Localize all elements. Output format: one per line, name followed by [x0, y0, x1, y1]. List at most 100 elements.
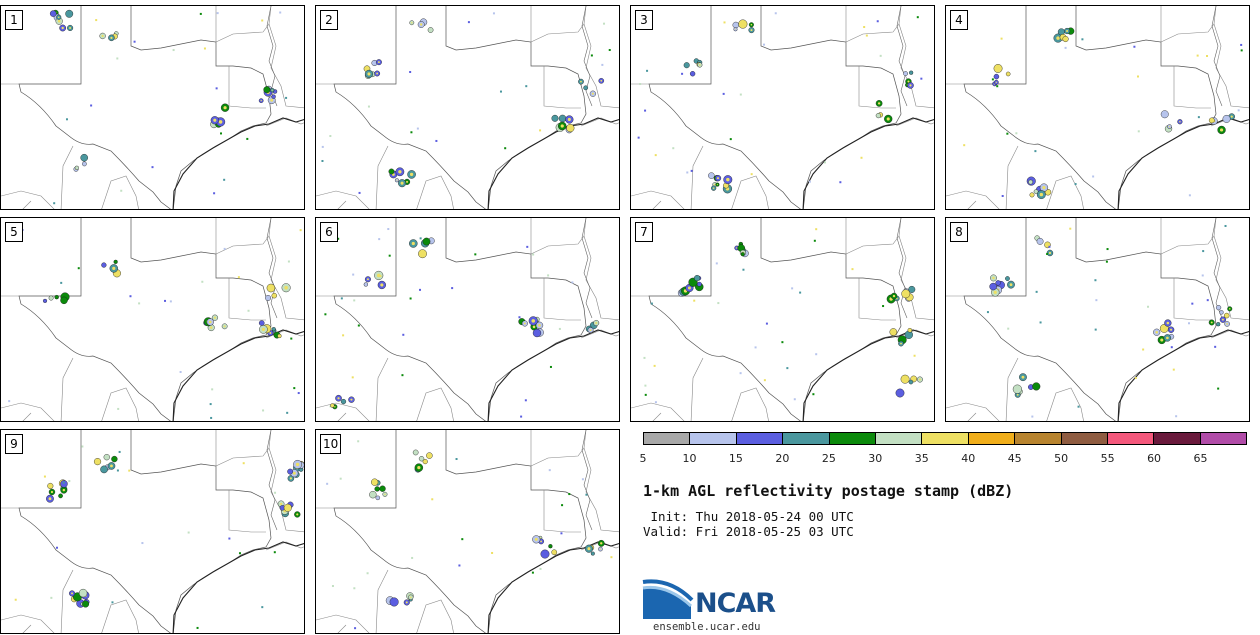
storm-cell: [839, 181, 842, 184]
storm-cell-core: [589, 329, 592, 332]
storm-cell-core: [261, 327, 266, 332]
storm-cell: [1064, 46, 1067, 49]
storm-cell-core: [580, 80, 582, 83]
storm-cell: [389, 597, 399, 607]
state-boundary: [60, 357, 74, 421]
storm-cell-core: [337, 397, 340, 400]
ncar-logo-text: NCAR: [695, 588, 776, 619]
colorbar-segment: [783, 433, 830, 444]
storm-cell: [1175, 415, 1178, 418]
storm-cell: [388, 254, 391, 257]
state-boundary: [1173, 278, 1211, 321]
storm-cell: [321, 159, 324, 162]
storm-cell: [387, 228, 390, 231]
storm-cell: [410, 131, 413, 134]
state-boundary: [1046, 175, 1084, 209]
storm-cell: [815, 228, 818, 231]
storm-cell: [568, 493, 571, 496]
storm-cell-core: [367, 72, 371, 76]
storm-cell-core: [1210, 119, 1213, 122]
coastline: [1117, 329, 1249, 421]
storm-cell: [290, 337, 293, 340]
state-boundary: [583, 447, 619, 533]
storm-cell: [995, 280, 1001, 286]
storm-cell: [379, 275, 382, 278]
storm-cell: [991, 78, 994, 81]
storm-cell: [199, 12, 202, 15]
state-boundary: [375, 569, 389, 633]
storm-cell-core: [110, 36, 113, 39]
storm-cell-core: [223, 106, 227, 110]
colorbar-segment: [1015, 433, 1062, 444]
storm-cell-core: [877, 102, 881, 105]
storm-cell: [1240, 49, 1243, 52]
state-boundary: [898, 235, 934, 321]
storm-cell: [694, 274, 701, 282]
storm-cell: [518, 316, 521, 319]
storm-cell: [265, 295, 272, 301]
storm-cell: [54, 294, 59, 300]
storm-cell-core: [295, 462, 300, 467]
storm-cell: [324, 313, 327, 316]
storm-cell: [299, 229, 302, 232]
storm-cell-core: [591, 92, 594, 95]
postage-stamp-member-8: 8: [945, 217, 1250, 422]
storm-cell: [1105, 260, 1108, 263]
storm-cell: [754, 346, 757, 349]
storm-cell-core: [417, 466, 421, 470]
storm-cell: [1039, 321, 1042, 324]
colorbar-segment: [690, 433, 737, 444]
storm-cell: [100, 465, 108, 474]
storm-cell: [532, 253, 535, 256]
storm-cell: [1201, 274, 1204, 277]
storm-cell: [1012, 384, 1022, 394]
state-boundary: [333, 6, 587, 209]
state-boundary: [731, 387, 769, 421]
storm-cell: [963, 144, 966, 147]
storm-cell-core: [424, 460, 426, 463]
storm-cell-core: [734, 28, 736, 30]
storm-cell: [1092, 175, 1095, 178]
storm-cell: [1237, 109, 1240, 112]
storm-cell: [223, 247, 226, 250]
member-number: 3: [635, 10, 653, 30]
state-boundary: [333, 430, 587, 633]
storm-cell: [101, 262, 107, 268]
storm-cell: [65, 118, 68, 121]
storm-cell: [128, 469, 131, 472]
storm-cell-core: [223, 325, 226, 328]
storm-cell: [427, 27, 434, 33]
state-boundary: [101, 387, 139, 421]
postage-stamp-member-3: 3: [630, 5, 935, 210]
valid-time: Valid: Fri 2018-05-25 03 UTC: [643, 524, 854, 539]
storm-cell-core: [1039, 192, 1044, 197]
base-map: [946, 218, 1249, 421]
storm-cell: [547, 274, 550, 277]
storm-cell: [353, 299, 356, 302]
state-boundary: [268, 235, 304, 321]
storm-cell-core: [736, 247, 738, 249]
storm-cell: [590, 54, 593, 57]
storm-cell-core: [292, 471, 296, 475]
storm-cell: [524, 399, 527, 402]
storm-cell: [223, 178, 226, 181]
colorbar-segment: [1061, 433, 1108, 444]
storm-cell: [60, 281, 63, 284]
storm-cell: [654, 154, 657, 157]
state-boundary: [215, 430, 272, 467]
member-number: 6: [320, 222, 338, 242]
storm-cell: [650, 302, 653, 305]
storm-cell: [263, 86, 271, 94]
storm-cell: [451, 287, 454, 290]
storm-cell-core: [1230, 115, 1233, 118]
state-boundary: [1046, 387, 1084, 421]
storm-cell: [246, 137, 249, 140]
storm-cell: [815, 353, 818, 356]
storm-cell: [1028, 179, 1033, 185]
state-boundary: [337, 624, 347, 633]
state-boundary: [228, 278, 266, 321]
storm-cell: [409, 71, 412, 74]
storm-cell-core: [1210, 321, 1213, 324]
storm-cell-core: [350, 398, 353, 401]
storm-cell: [1005, 276, 1010, 281]
